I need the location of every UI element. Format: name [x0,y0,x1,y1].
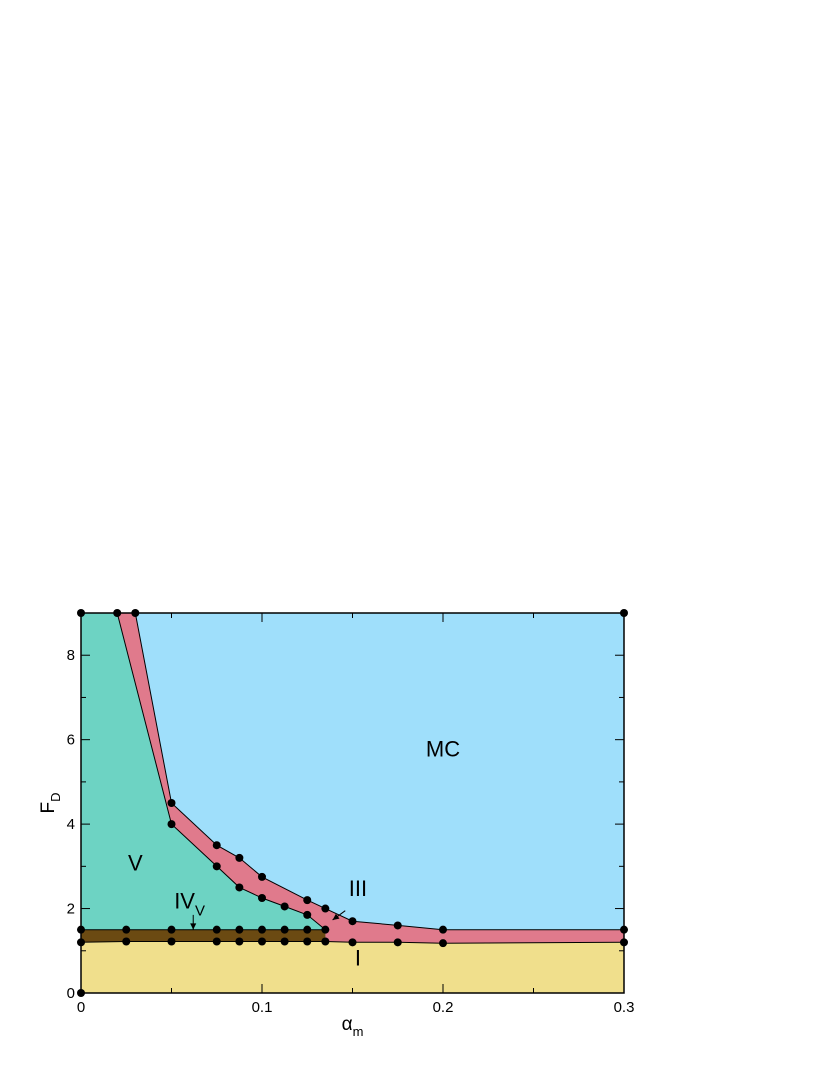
data-point [235,937,244,946]
x-axis-label-main: α [342,1014,353,1035]
data-point [77,609,85,617]
x-tick-label: 0.3 [614,999,635,1016]
data-point [77,989,85,997]
data-point [167,925,176,934]
data-point [212,841,221,850]
region-label-i: I [355,946,361,971]
region-label-mc: MC [426,737,460,762]
data-point [122,937,131,946]
data-point [620,925,628,934]
data-point [258,937,266,946]
y-tick-label: 6 [67,732,75,749]
y-tick-label: 2 [67,901,75,918]
x-tick-label: 0.2 [433,999,454,1016]
region-label-v: V [128,851,143,876]
data-point [439,925,447,934]
data-point [77,925,85,934]
data-points [77,609,628,997]
y-axis-label: FD [38,793,63,814]
data-point [321,925,330,934]
y-tick-label: 0 [67,985,75,1002]
data-point [167,820,176,829]
region-v [81,613,326,993]
data-point [280,902,289,911]
data-point [280,937,289,946]
annotation-arrowhead [190,923,197,930]
x-tick-label: 0 [77,999,85,1016]
x-tick-label: 0.1 [252,999,273,1016]
region-label-ivv: IVV [174,889,205,920]
data-point [348,938,357,947]
data-point [77,938,85,947]
data-point [393,938,402,947]
region-label-iii: III [349,876,367,901]
data-point [235,883,244,892]
data-point [131,609,140,617]
y-axis-label-sub: D [48,793,63,802]
y-axis-label-main: F [38,802,59,814]
data-point [235,853,244,862]
data-point [620,609,628,617]
x-axis-label-sub: m [353,1024,364,1039]
x-axis-label: αm [342,1014,364,1039]
y-tick-label: 4 [67,816,75,833]
data-point [167,799,176,807]
annotation-arrows [190,910,346,930]
phase-regions [81,613,624,993]
data-point [280,925,289,934]
data-point [167,937,176,946]
region-i [81,941,624,993]
data-point [113,609,122,617]
data-point [303,937,312,946]
data-point [321,904,330,913]
data-point [303,910,312,919]
y-tick-label: 8 [67,647,75,664]
data-point [303,925,312,934]
data-point [212,937,221,946]
data-point [620,938,628,947]
data-point [212,925,221,934]
data-point [258,925,266,934]
annotation-arrowhead [332,913,340,920]
region-iv-v [81,929,326,943]
data-point [393,921,402,930]
data-point [321,937,330,946]
axis-ticks: 0 0.1 0.2 0.3 0 2 4 6 8 [67,613,635,1016]
data-point [235,925,244,934]
data-point [258,872,266,881]
data-point [303,896,312,905]
data-point [348,917,357,926]
data-point [122,925,131,934]
data-point [439,939,447,948]
data-point [212,862,221,871]
data-point [258,894,266,902]
